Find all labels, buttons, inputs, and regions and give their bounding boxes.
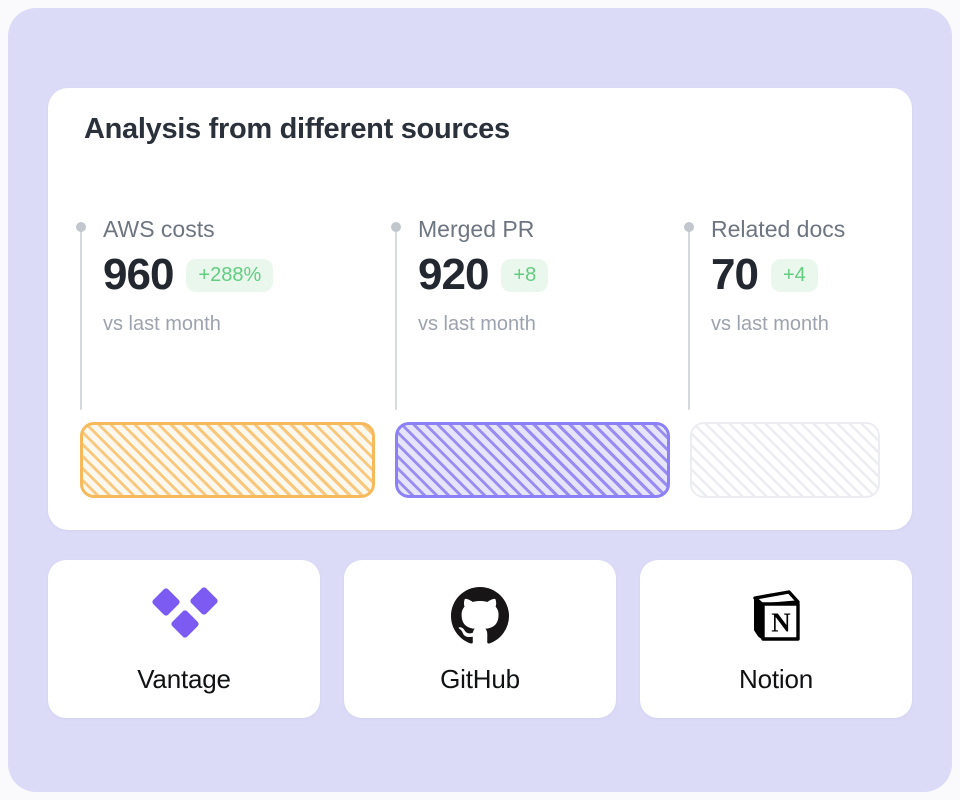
metric-delta-badge: +4 [770,258,818,292]
metric-caption: vs last month [103,313,221,335]
svg-text:N: N [771,608,791,638]
analysis-card: Analysis from different sources AWS cost… [48,88,912,530]
metric-merged-pr: Merged PR 920 +8 vs last month [391,216,680,410]
bar-related-docs [690,422,880,498]
metric-caption: vs last month [418,313,536,335]
bar-merged-pr [395,422,670,498]
metric-delta-badge: +288% [186,258,274,292]
metric-aws-costs: AWS costs 960 +288% vs last month [76,216,365,410]
metric-caption: vs last month [711,313,829,335]
source-label: GitHub [440,664,520,694]
source-card-github[interactable]: GitHub [344,560,616,718]
vantage-logo-icon [146,586,222,646]
source-label: Vantage [137,664,231,694]
metric-label: AWS costs [103,216,215,242]
metric-label: Merged PR [418,216,535,242]
metric-dot [684,222,694,232]
card-title: Analysis from different sources [84,113,510,145]
metric-label: Related docs [711,216,846,242]
metric-delta-badge: +8 [501,258,549,292]
metric-related-docs: Related docs 70 +4 vs last month [684,216,960,410]
metric-dot [391,222,401,232]
source-card-vantage[interactable]: Vantage [48,560,320,718]
source-label: Notion [739,664,813,694]
metric-value: 960 [103,250,174,299]
notion-logo-icon: N [746,586,806,646]
metric-value: 920 [418,250,489,299]
bar-aws-costs [80,422,375,498]
metric-value: 70 [711,250,759,299]
github-logo-icon [451,586,509,646]
metric-dot [76,222,86,232]
source-card-notion[interactable]: N Notion [640,560,912,718]
dashboard-panel: Analysis from different sources AWS cost… [8,8,952,792]
